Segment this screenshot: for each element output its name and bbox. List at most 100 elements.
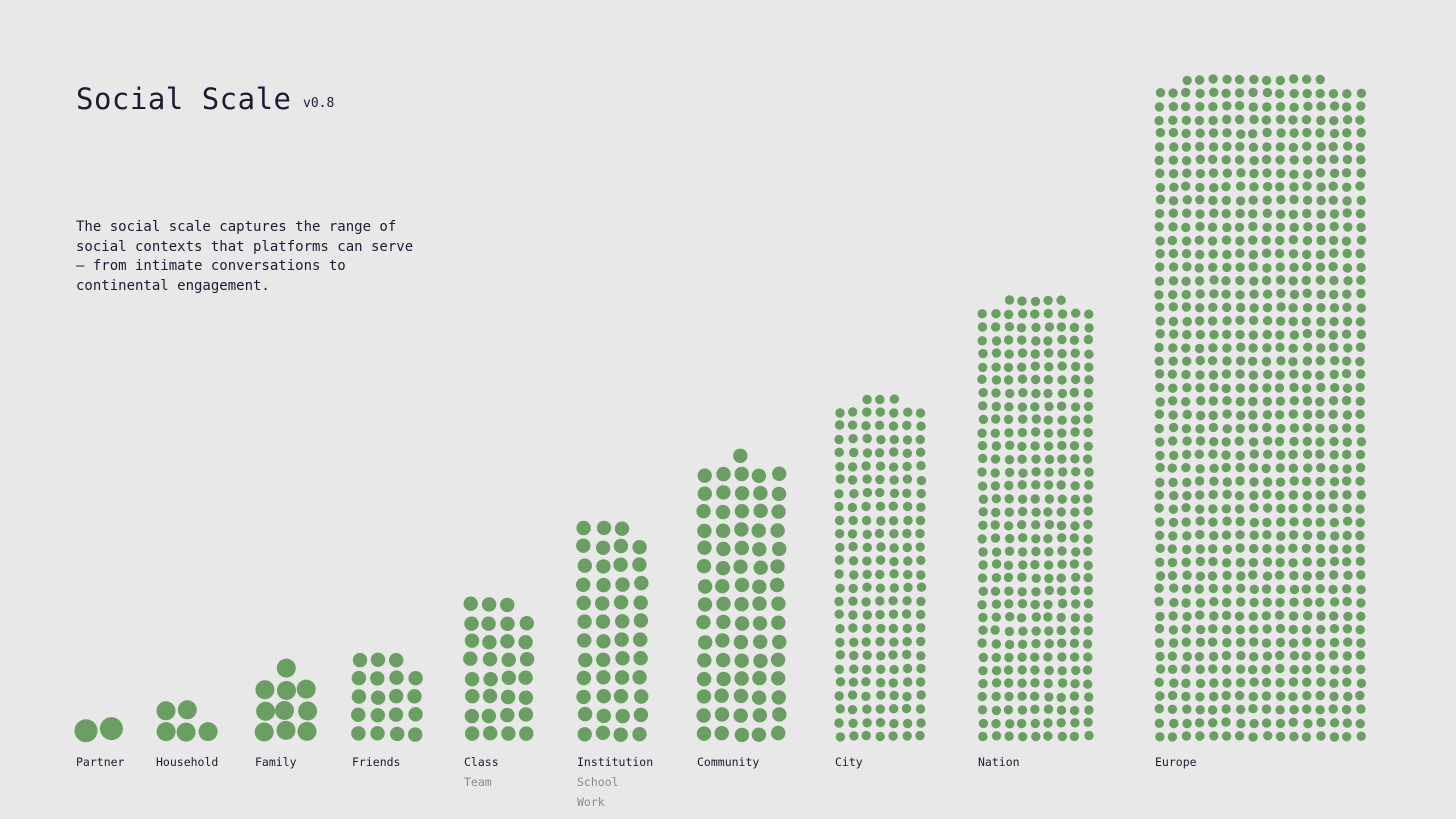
dot [1082,665,1093,675]
dot [1289,570,1299,581]
dot [1167,664,1178,674]
dot [834,596,844,607]
dot [1154,530,1165,541]
dot [1221,276,1231,286]
dot [978,348,988,359]
dot [875,394,885,405]
dot [1222,477,1233,487]
dot [1262,530,1272,540]
dot [1248,665,1258,675]
dot [1222,101,1232,111]
dot [297,721,317,741]
dot [1195,370,1205,380]
dot [752,542,767,557]
dot [633,651,648,666]
dot [1315,638,1326,648]
dot [1154,342,1164,353]
dot [1030,665,1040,675]
dot [1043,612,1053,622]
dot [1355,462,1366,473]
dot [1069,638,1080,648]
dot [916,475,927,486]
dot [518,690,534,705]
category-label-class: Class [464,755,499,769]
category-label-friends: Friends [352,755,400,769]
dot [1342,596,1352,607]
dot [1071,599,1081,609]
dot [876,690,886,700]
dot [1017,587,1027,597]
dot [1262,624,1272,634]
dot [298,701,318,721]
dot [1234,611,1245,621]
dot [888,501,898,511]
dot [1181,664,1191,674]
dot [1342,530,1352,541]
dot [177,700,197,720]
dot [1236,302,1246,313]
dot [1056,295,1066,305]
dot [1043,415,1054,425]
dot [733,448,748,463]
dot [1235,664,1246,674]
dot [1276,584,1286,594]
dot [1017,494,1028,504]
dot [1342,464,1352,474]
dot [1030,691,1040,701]
dot [1154,302,1165,312]
dot [977,428,987,438]
dot [1056,401,1067,411]
dot [1155,382,1165,393]
dot [1057,388,1068,399]
dot [977,638,987,648]
dot [1083,427,1093,438]
dot [1057,375,1067,385]
dot [1044,626,1054,636]
dot [1003,375,1014,385]
dot [1356,128,1366,138]
dot [633,707,649,723]
dot [1155,691,1165,701]
dot [1084,705,1094,715]
dot [875,474,885,485]
dot [1194,584,1205,594]
dot [1315,517,1325,527]
dot [1276,424,1286,434]
dot [862,448,873,458]
dot [696,689,712,704]
dot [1209,330,1219,340]
dot [1289,128,1299,138]
dot [1207,222,1218,232]
dot-column-class [463,596,535,741]
dot [1208,664,1218,674]
dot [1057,533,1067,543]
dot [1274,570,1285,580]
dot [1057,361,1067,371]
dot [1261,664,1271,675]
dot [715,652,731,668]
dot [1181,302,1192,312]
dot [1208,449,1218,459]
dot [1182,262,1192,272]
dot [991,494,1001,504]
dot [465,689,480,704]
dot [1235,248,1245,258]
dot [576,538,591,553]
dot [501,670,516,685]
dot [1083,626,1094,636]
dot [1069,731,1080,742]
dot [1017,427,1028,438]
dot [1181,624,1192,634]
dot [876,664,886,674]
dot [1030,374,1041,385]
dot [1234,74,1245,85]
dot [1289,222,1299,233]
dot [1356,168,1366,178]
dot [1316,235,1326,246]
dot [1181,517,1191,527]
category-sublabel-work: Work [577,795,605,809]
dot [1181,369,1191,380]
dot [861,691,871,701]
dot [1275,718,1286,729]
